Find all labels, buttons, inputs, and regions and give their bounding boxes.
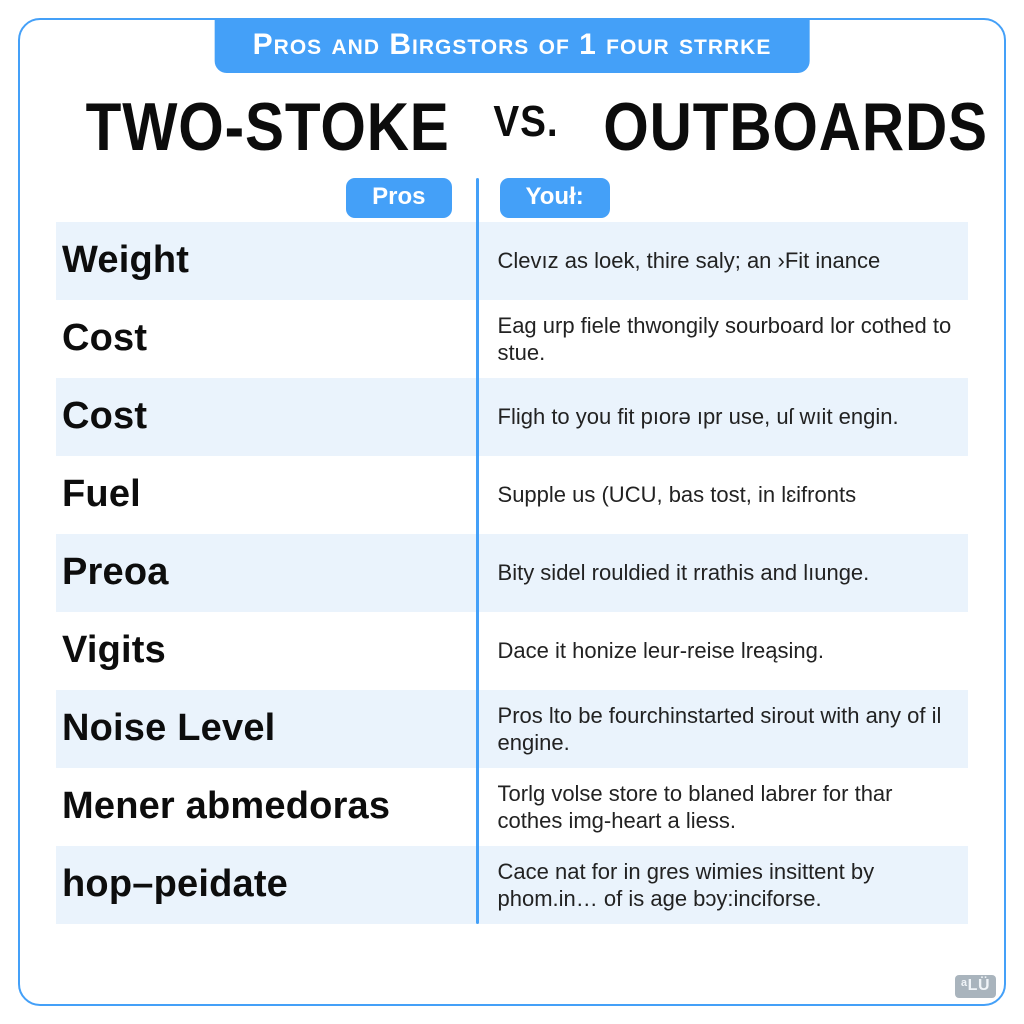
- category-label: Noise Level: [56, 709, 476, 749]
- category-label: Fuel: [56, 475, 476, 515]
- category-desc: Torlg volse store to blaned labrer for t…: [476, 780, 968, 835]
- comparison-card: Pros and Birgstors of 1 four strrke TWO-…: [18, 18, 1006, 1006]
- watermark-badge: ᵃLÜ: [955, 975, 996, 998]
- category-desc: Cace nat for in gres wimies insittent by…: [476, 858, 968, 913]
- category-desc: Eag urp fiele thwongily sourboard lor co…: [476, 312, 968, 367]
- table-row: Noise Level Pros lto be fourchinstarted …: [56, 690, 968, 768]
- category-desc: Clevız as loek, thire saly; an ›Fit inan…: [476, 247, 968, 275]
- category-label: Vigits: [56, 631, 476, 671]
- category-label: Mener abmedoras: [56, 787, 476, 827]
- title-right: OUTBOARDS: [603, 88, 988, 166]
- category-desc: Bity sidel rouldied it rrathis and lıung…: [476, 559, 968, 587]
- right-pill: Youł:: [500, 178, 610, 218]
- category-label: Cost: [56, 397, 476, 437]
- category-label: Preoa: [56, 553, 476, 593]
- category-desc: Fligh to you fit pıorə ıpr use, uſ wıit …: [476, 403, 968, 431]
- title-left: TWO-STOKE: [86, 88, 450, 166]
- page-title: TWO-STOKE VS. OUTBOARDS: [56, 88, 968, 166]
- table-row: Mener abmedoras Torlg volse store to bla…: [56, 768, 968, 846]
- top-banner: Pros and Birgstors of 1 four strrke: [215, 18, 810, 73]
- category-desc: Dace it honize leur-reise lreąsing.: [476, 637, 968, 665]
- table-row: Fuel Supple us (UCU, bas tost, in lɛifro…: [56, 456, 968, 534]
- comparison-table: Weight Clevız as loek, thire saly; an ›F…: [56, 222, 968, 924]
- title-vs: VS.: [493, 97, 558, 147]
- category-desc: Pros lto be fourchinstarted sirout with …: [476, 702, 968, 757]
- table-row: Cost Eag urp fiele thwongily sourboard l…: [56, 300, 968, 378]
- table-row: Cost Fligh to you fit pıorə ıpr use, uſ …: [56, 378, 968, 456]
- table-row: Preoa Bity sidel rouldied it rrathis and…: [56, 534, 968, 612]
- category-label: Cost: [56, 319, 476, 359]
- category-label: hop–peidate: [56, 865, 476, 905]
- category-desc: Supple us (UCU, bas tost, in lɛifronts: [476, 481, 968, 509]
- table-row: Vigits Dace it honize leur-reise lreąsin…: [56, 612, 968, 690]
- pros-pill: Pros: [346, 178, 451, 218]
- category-label: Weight: [56, 241, 476, 281]
- column-header-pills: Pros Youł:: [56, 178, 968, 218]
- table-row: Weight Clevız as loek, thire saly; an ›F…: [56, 222, 968, 300]
- table-row: hop–peidate Cace nat for in gres wimies …: [56, 846, 968, 924]
